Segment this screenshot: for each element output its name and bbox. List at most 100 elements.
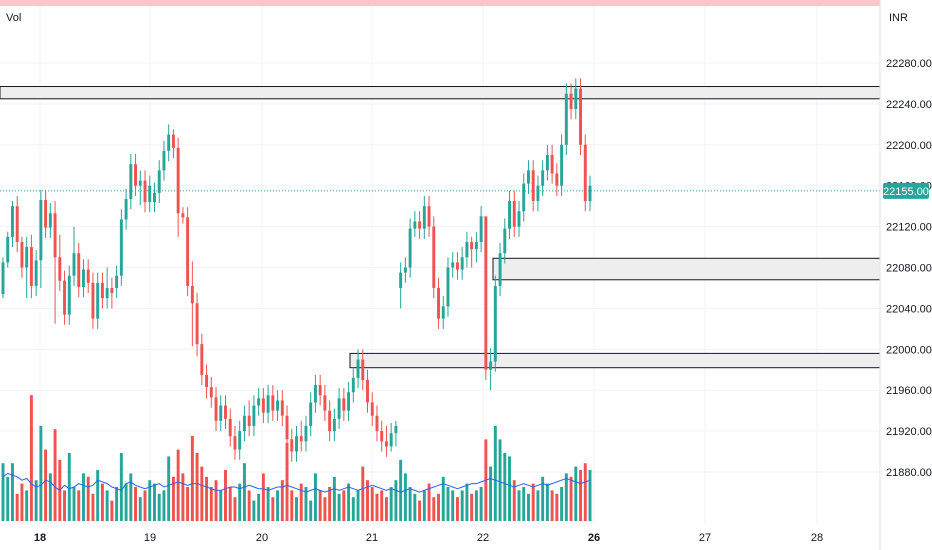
candle-body[interactable] (48, 213, 52, 228)
candle-body[interactable] (337, 398, 341, 419)
demand-zone-upper[interactable] (492, 257, 881, 281)
candle-body[interactable] (124, 198, 128, 220)
candle-body[interactable] (304, 425, 308, 442)
candle-body[interactable] (498, 253, 502, 286)
candle-body[interactable] (276, 400, 280, 411)
candle-body[interactable] (96, 282, 100, 319)
candle-body[interactable] (403, 267, 407, 273)
candle-body[interactable] (200, 344, 204, 375)
candle-body[interactable] (564, 93, 568, 145)
candle-body[interactable] (508, 201, 511, 229)
candle-body[interactable] (588, 185, 592, 202)
candle-body[interactable] (86, 269, 90, 283)
demand-zone-lower[interactable] (349, 352, 881, 369)
candle-body[interactable] (413, 221, 417, 229)
price-axis[interactable]: 22280.0022240.0022200.0022160.0022120.00… (886, 58, 932, 479)
candle-body[interactable] (181, 213, 185, 218)
candle-body[interactable] (11, 206, 14, 237)
candle-body[interactable] (380, 431, 384, 442)
candle-body[interactable] (384, 441, 388, 447)
candle-body[interactable] (503, 228, 507, 254)
candle-body[interactable] (370, 402, 374, 416)
candle-body[interactable] (427, 206, 431, 227)
candle-body[interactable] (531, 170, 535, 202)
candle-body[interactable] (77, 253, 81, 287)
candle-body[interactable] (190, 285, 194, 304)
candle-body[interactable] (138, 180, 142, 186)
candle-body[interactable] (82, 269, 85, 287)
candle-body[interactable] (347, 392, 351, 411)
candle-body[interactable] (560, 144, 564, 186)
candle-body[interactable] (186, 217, 190, 286)
candle-body[interactable] (474, 241, 478, 250)
candle-body[interactable] (233, 436, 237, 450)
candle-body[interactable] (309, 402, 313, 426)
candle-body[interactable] (295, 436, 298, 452)
candle-body[interactable] (460, 257, 464, 270)
candle-body[interactable] (351, 377, 355, 393)
candle-body[interactable] (389, 433, 393, 447)
candle-body[interactable] (261, 398, 265, 413)
candle-body[interactable] (465, 241, 469, 258)
candle-body[interactable] (574, 88, 578, 110)
candle-body[interactable] (134, 164, 138, 186)
candle-body[interactable] (252, 405, 256, 426)
candle-body[interactable] (550, 155, 554, 174)
candle-body[interactable] (285, 415, 289, 440)
candle-body[interactable] (328, 410, 332, 432)
candle-body[interactable] (271, 395, 275, 411)
candle-body[interactable] (91, 282, 95, 319)
candle-body[interactable] (408, 228, 412, 268)
candle-body[interactable] (143, 180, 147, 203)
candle-body[interactable] (441, 306, 445, 319)
candle-body[interactable] (356, 359, 360, 378)
candle-body[interactable] (53, 213, 57, 258)
candle-body[interactable] (105, 287, 109, 299)
candle-body[interactable] (72, 253, 76, 276)
candle-body[interactable] (318, 385, 322, 396)
candle-body[interactable] (1, 262, 5, 295)
candle-body[interactable] (437, 287, 440, 319)
candle-body[interactable] (247, 415, 251, 426)
candle-body[interactable] (129, 164, 133, 199)
candle-body[interactable] (110, 287, 114, 294)
candle-body[interactable] (6, 236, 10, 263)
candle-body[interactable] (153, 192, 156, 203)
candle-body[interactable] (238, 431, 242, 450)
candle-body[interactable] (361, 359, 365, 380)
candle-body[interactable] (342, 398, 346, 411)
candle-body[interactable] (58, 257, 62, 281)
candle-body[interactable] (569, 93, 573, 110)
candle-body[interactable] (375, 415, 379, 432)
candle-body[interactable] (176, 147, 180, 214)
candle-body[interactable] (171, 134, 175, 148)
candle-body[interactable] (512, 201, 516, 227)
candle-body[interactable] (20, 241, 24, 268)
candle-body[interactable] (536, 185, 540, 202)
candle-body[interactable] (470, 241, 474, 250)
candle-body[interactable] (446, 267, 450, 307)
candle-body[interactable] (167, 134, 171, 151)
candle-body[interactable] (63, 280, 67, 315)
candle-body[interactable] (522, 183, 526, 212)
candle-body[interactable] (583, 144, 587, 202)
candle-body[interactable] (100, 282, 104, 299)
candle-body[interactable] (44, 200, 48, 228)
candle-body[interactable] (266, 395, 270, 413)
currency-label[interactable]: INR (889, 12, 908, 24)
candle-body[interactable] (214, 397, 218, 421)
candle-body[interactable] (313, 385, 317, 403)
candle-body[interactable] (484, 216, 488, 370)
candle-body[interactable] (366, 379, 369, 403)
candle-body[interactable] (526, 170, 530, 184)
candle-body[interactable] (157, 170, 161, 193)
candle-body[interactable] (541, 170, 545, 186)
candle-body[interactable] (422, 206, 426, 229)
candle-body[interactable] (162, 150, 166, 171)
candle-body[interactable] (29, 247, 33, 286)
candle-body[interactable] (119, 219, 123, 276)
candle-body[interactable] (579, 88, 582, 145)
candle-body[interactable] (517, 211, 521, 227)
candle-body[interactable] (455, 262, 459, 270)
